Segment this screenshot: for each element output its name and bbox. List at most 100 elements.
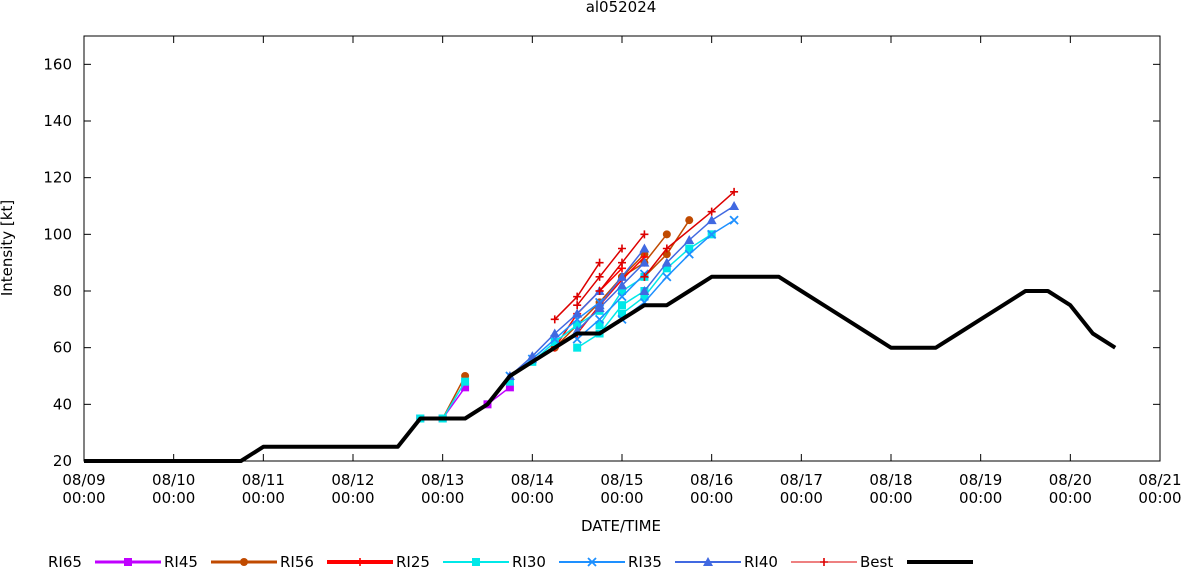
x-tick-time: 00:00 — [331, 489, 374, 507]
x-tick-date: 08/13 — [421, 471, 464, 489]
data-point-ri35 — [639, 257, 650, 267]
data-point-ri45 — [662, 230, 671, 239]
legend-marker — [703, 557, 713, 566]
x-tick-date: 08/14 — [511, 471, 554, 489]
data-point-ri25 — [505, 377, 514, 386]
data-point-ri25 — [550, 338, 559, 346]
series-ri35 — [504, 201, 740, 380]
data-point-ri35 — [639, 286, 650, 295]
data-point-ri25 — [618, 287, 626, 295]
series-best — [84, 274, 1117, 463]
x-tick-time: 00:00 — [152, 489, 195, 507]
data-point-ri40 — [595, 287, 604, 295]
data-point-ri40 — [707, 207, 716, 216]
data-point-ri25 — [662, 264, 671, 273]
x-tick-date: 08/19 — [959, 471, 1002, 489]
data-point-ri40 — [550, 315, 559, 324]
series-line-ri30 — [576, 273, 645, 340]
series-line-ri25 — [531, 310, 601, 363]
x-tick-time: 00:00 — [690, 489, 733, 507]
x-tick-date: 08/16 — [690, 471, 733, 489]
x-tick-date: 08/12 — [331, 471, 374, 489]
series-line-ri30 — [621, 219, 735, 320]
data-point-ri25 — [685, 244, 694, 253]
data-point-ri35 — [594, 300, 605, 310]
x-tick-time: 00:00 — [959, 489, 1002, 507]
chart-title: al052024 — [586, 0, 657, 16]
y-axis-label: Intensity [kt] — [0, 200, 16, 296]
x-tick-date: 08/21 — [1138, 471, 1181, 489]
x-tick-time: 00:00 — [242, 489, 285, 507]
legend-marker — [820, 558, 828, 566]
y-tick-label: 160 — [43, 55, 72, 73]
y-axis: 20 40 60 80 100 120 140 160 — [43, 55, 1160, 470]
data-point-ri65 — [505, 383, 514, 392]
x-tick-time: 00:00 — [780, 489, 823, 507]
data-point-ri35 — [572, 308, 583, 318]
data-point-ri40 — [640, 230, 649, 239]
y-tick-label: 120 — [43, 169, 72, 187]
x-tick-time: 00:00 — [421, 489, 464, 507]
series-layer — [84, 187, 1117, 463]
data-point-ri40 — [730, 187, 739, 196]
series-line-best — [84, 274, 1117, 463]
x-axis: 08/0900:0008/1000:0008/1100:0008/1200:00… — [62, 36, 1182, 507]
legend-label: Best — [860, 553, 893, 567]
data-point-ri30 — [707, 229, 717, 239]
legend-label: RI56 — [280, 553, 314, 567]
x-tick-time: 00:00 — [62, 489, 105, 507]
data-point-ri25 — [640, 292, 649, 301]
legend-marker — [240, 558, 248, 566]
x-tick-time: 00:00 — [511, 489, 554, 507]
x-tick-date: 08/17 — [780, 471, 823, 489]
data-point-ri40 — [618, 244, 626, 253]
data-point-ri25 — [618, 309, 626, 318]
data-point-ri25 — [618, 301, 626, 310]
data-point-ri35 — [706, 215, 717, 225]
y-tick-label: 140 — [43, 112, 72, 130]
x-tick-date: 08/18 — [869, 471, 912, 489]
data-point-ri35 — [661, 257, 672, 267]
x-tick-date: 08/10 — [152, 471, 195, 489]
legend-label: RI35 — [628, 553, 662, 567]
legend: RI65 RI45 RI56 RI25 RI30 RI35 RI40 Best — [48, 553, 973, 567]
data-point-ri65 — [461, 383, 470, 392]
x-axis-label: DATE/TIME — [581, 517, 661, 535]
data-point-ri30 — [617, 292, 627, 302]
x-tick-date: 08/15 — [600, 471, 643, 489]
data-point-ri30 — [662, 272, 672, 282]
legend-marker — [124, 558, 132, 566]
y-tick-label: 40 — [53, 395, 72, 413]
legend-label: RI40 — [744, 553, 778, 567]
series-line-ri40 — [643, 191, 735, 278]
data-point-ri45 — [685, 216, 694, 225]
data-point-ri35 — [684, 235, 695, 244]
data-point-ri35 — [549, 328, 560, 338]
data-point-ri25 — [461, 377, 470, 386]
legend-label: RI30 — [512, 553, 546, 567]
data-point-ri25 — [573, 321, 582, 329]
legend-marker — [356, 558, 364, 566]
x-tick-date: 08/11 — [242, 471, 285, 489]
series-line-ri25 — [576, 290, 645, 349]
data-point-ri25 — [595, 321, 604, 329]
legend-label: RI65 — [48, 553, 82, 567]
data-point-ri30 — [729, 215, 739, 225]
y-tick-label: 60 — [53, 339, 72, 357]
y-tick-label: 80 — [53, 282, 72, 300]
data-point-ri40 — [640, 272, 649, 281]
legend-label: RI45 — [164, 553, 198, 567]
data-point-ri40 — [595, 272, 604, 281]
x-tick-date: 08/09 — [62, 471, 105, 489]
legend-label: RI25 — [396, 553, 430, 567]
data-point-ri40 — [573, 292, 582, 301]
data-point-ri40 — [618, 258, 626, 267]
data-point-ri30 — [594, 314, 605, 324]
data-point-ri30 — [684, 249, 694, 259]
data-point-ri40 — [662, 244, 671, 253]
y-tick-label: 20 — [53, 452, 72, 470]
series-line-ri35 — [576, 262, 645, 332]
x-tick-time: 00:00 — [1138, 489, 1181, 507]
data-point-ri35 — [639, 243, 650, 253]
